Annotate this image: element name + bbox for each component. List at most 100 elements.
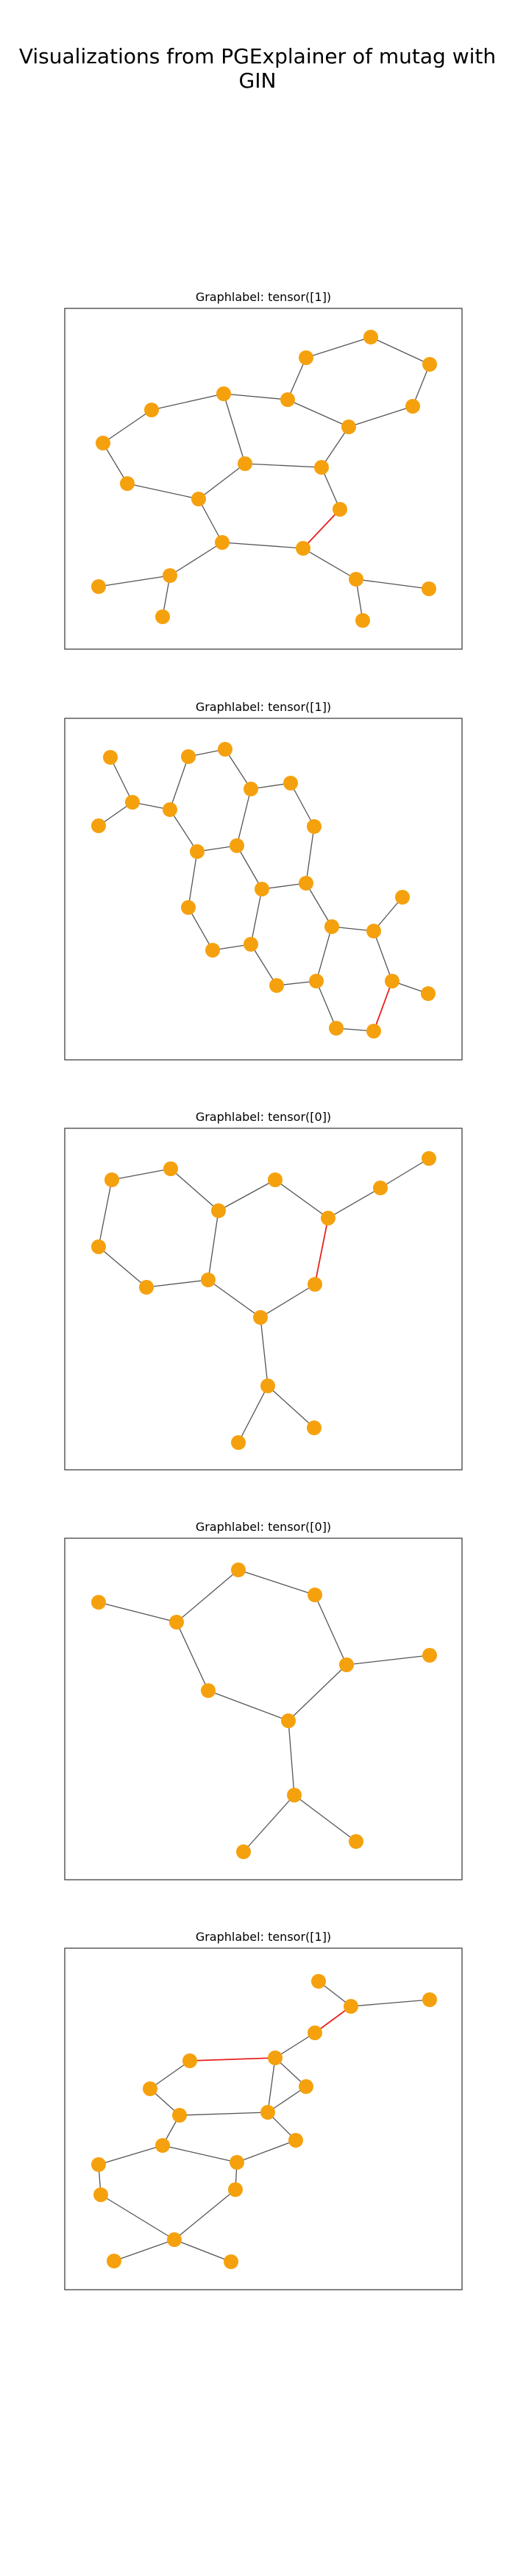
panel-frame <box>64 1538 463 1880</box>
graph-node <box>268 1172 283 1187</box>
graph-edge <box>302 548 357 580</box>
graph-node <box>344 1999 358 2014</box>
graph-node <box>167 2232 182 2247</box>
graph-edge <box>294 1794 357 1842</box>
graph-edge <box>250 888 263 945</box>
node-layer <box>91 742 436 1038</box>
graph-edge <box>321 426 349 468</box>
panel-title: Graphlabel: tensor([1]) <box>195 700 332 714</box>
graph-node <box>191 492 206 506</box>
graph-edge <box>223 393 288 400</box>
graph-node <box>321 1211 335 1225</box>
graph-edge <box>146 1279 209 1288</box>
graph-node <box>366 1024 381 1038</box>
graph-edge <box>236 788 252 846</box>
graph-node <box>215 535 230 550</box>
graph-edge <box>305 336 372 358</box>
graph-edge <box>179 2112 269 2116</box>
graph-node <box>96 436 110 450</box>
graph-edge <box>113 2239 175 2262</box>
graph-node <box>231 1563 246 1577</box>
graph-node <box>211 1203 226 1218</box>
panel-frame <box>64 308 463 650</box>
graph-edge <box>110 757 133 803</box>
edge-layer <box>98 1158 430 1443</box>
graph-edge <box>373 930 393 982</box>
graph-node <box>422 581 436 596</box>
graph-node <box>366 924 381 938</box>
graph-node <box>299 876 313 891</box>
panel-frame <box>64 1947 463 2290</box>
explanation-edge <box>189 2057 276 2062</box>
graph-edge <box>218 1179 276 1211</box>
graph-edge <box>98 1602 177 1623</box>
graph-edge <box>188 907 213 951</box>
graph-node <box>363 330 378 344</box>
graph-node <box>218 742 232 757</box>
graph-edge <box>327 1187 381 1219</box>
graph-node <box>236 1844 251 1859</box>
graph-edge <box>321 467 341 510</box>
graph-edge <box>100 2194 175 2240</box>
graph-node <box>281 1713 296 1728</box>
graph-node <box>163 568 177 583</box>
graph-node <box>309 974 324 988</box>
node-layer <box>91 1151 436 1450</box>
explanation-edge <box>373 980 393 1032</box>
graph-node <box>104 1172 119 1187</box>
graph-node <box>107 2254 121 2268</box>
graph-node <box>91 1595 106 1610</box>
graph-node <box>324 919 339 934</box>
graph-node <box>339 1657 354 1672</box>
graph-edge <box>149 2060 191 2090</box>
graph-node <box>311 1974 326 1989</box>
graph-edge <box>151 393 224 411</box>
graph-node <box>190 844 205 859</box>
graph-node <box>385 974 399 988</box>
graph-node <box>329 1021 344 1036</box>
graph-edge <box>250 944 277 986</box>
graph-node <box>260 2105 275 2120</box>
graph-node <box>91 579 106 594</box>
graph-edge <box>243 1794 295 1853</box>
graph-node <box>422 1992 437 2007</box>
graph-edge <box>305 882 333 927</box>
graph-edge <box>288 1664 347 1722</box>
graph-node <box>308 1588 322 1602</box>
graph-edge <box>316 980 337 1029</box>
graph-node <box>231 1435 246 1450</box>
graph-node <box>341 420 356 434</box>
graph-node <box>283 776 298 790</box>
figure-title: Visualizations from PGExplainer of mutag… <box>18 44 497 93</box>
graph-node <box>224 2254 238 2269</box>
graph-edge <box>267 1385 315 1429</box>
graph-node <box>405 399 420 414</box>
graph-node <box>172 2108 187 2123</box>
graph-edge <box>207 1279 261 1318</box>
graph-node <box>244 782 258 796</box>
graph-edge <box>198 498 223 543</box>
graph-node <box>287 1788 302 1802</box>
graph-node <box>169 1615 184 1630</box>
graph-node <box>253 1310 268 1325</box>
graph-edge <box>412 364 430 407</box>
graph-node <box>91 1239 106 1254</box>
graph-node <box>181 900 196 915</box>
graph-edge <box>111 1168 171 1181</box>
graph-edge <box>223 393 246 464</box>
graph-node <box>308 1277 322 1292</box>
graph-edge <box>221 542 304 549</box>
graph-node <box>333 502 347 517</box>
graph-edge <box>98 1246 147 1288</box>
graph-node <box>205 943 220 958</box>
graph-edge <box>305 826 315 884</box>
graph-node <box>296 541 310 556</box>
graph-edge <box>314 1594 347 1666</box>
graph-node <box>422 1151 436 1166</box>
graph-edge <box>238 1569 316 1596</box>
graph-node <box>91 2157 106 2172</box>
graph-edge <box>355 578 430 590</box>
graph-edge <box>169 542 223 576</box>
